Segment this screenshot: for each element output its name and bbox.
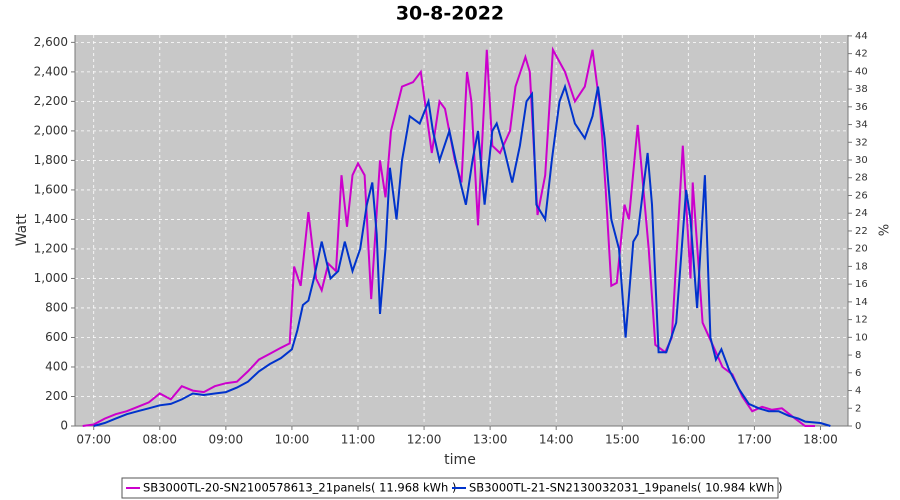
x-tick-label: 09:00 [209,433,244,447]
y-tick-label: 800 [45,300,68,314]
y2-tick-label: 6 [855,368,861,379]
y2-tick-label: 14 [855,297,868,308]
y2-tick-label: 0 [855,421,861,432]
y-tick-label: 400 [45,359,68,373]
y2-tick-label: 18 [855,261,868,272]
y2-tick-label: 24 [855,208,868,219]
y-tick-label: 2,200 [34,94,68,108]
x-tick-label: 18:00 [803,433,838,447]
legend [121,477,779,499]
legend-label: SB3000TL-20-SN2100578613_21panels( 11.96… [143,481,456,495]
y2-tick-label: 26 [855,190,868,201]
y2-tick-label: 22 [855,226,868,237]
x-tick-label: 13:00 [473,433,508,447]
y-tick-label: 1,400 [34,212,68,226]
y-tick-label: 600 [45,330,68,344]
y2-tick-label: 42 [855,49,868,60]
y2-tick-label: 28 [855,173,868,184]
y-tick-label: 0 [60,419,68,433]
x-tick-label: 12:00 [407,433,442,447]
series-line [93,83,831,427]
y-tick-label: 1,200 [34,241,68,255]
y2-tick-label: 34 [855,120,868,131]
y2-tick-label: 10 [855,332,868,343]
y2-tick-label: 40 [855,66,868,77]
y-tick-label: 200 [45,389,68,403]
y-tick-label: 2,000 [34,123,68,137]
y-tick-label: 2,400 [34,64,68,78]
y2-tick-label: 36 [855,102,868,113]
x-axis-label: time [444,452,476,468]
y-tick-label: 1,800 [34,153,68,167]
x-tick-label: 16:00 [671,433,706,447]
x-tick-label: 11:00 [341,433,376,447]
y2-tick-label: 4 [855,386,861,397]
y2-tick-label: 8 [855,350,861,361]
y2-tick-label: 16 [855,279,868,290]
x-tick-label: 10:00 [275,433,310,447]
legend-label: SB3000TL-21-SN2130032031_19panels( 10.98… [469,481,782,495]
chart-title: 30-8-2022 [396,3,504,25]
y2-tick-label: 12 [855,315,868,326]
y2-axis-label: % [875,224,890,236]
y2-tick-label: 30 [855,155,868,166]
y-axis-label: Watt [14,213,30,246]
y-tick-label: 1,600 [34,182,68,196]
y2-tick-label: 2 [855,403,861,414]
x-tick-label: 14:00 [539,433,574,447]
series-line [82,46,815,427]
y2-tick-label: 32 [855,137,868,148]
x-tick-label: 17:00 [737,433,772,447]
x-tick-label: 07:00 [76,433,111,447]
y2-tick-label: 44 [855,31,868,42]
y2-tick-label: 20 [855,244,868,255]
y-tick-label: 2,600 [34,35,68,49]
y-tick-label: 1,000 [34,271,68,285]
y2-tick-label: 38 [855,84,868,95]
x-tick-label: 08:00 [142,433,177,447]
x-tick-label: 15:00 [605,433,640,447]
